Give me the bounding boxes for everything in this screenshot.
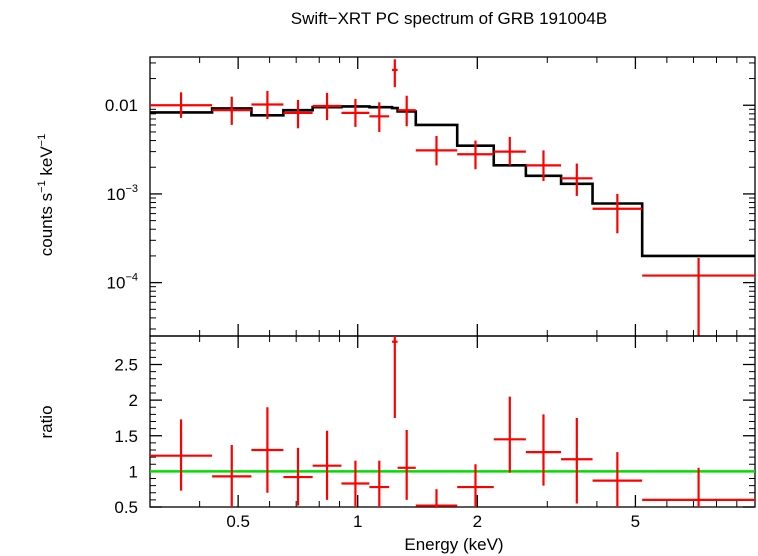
- data-point: [212, 96, 252, 125]
- ratio-point: [397, 430, 416, 500]
- ratio-point: [251, 407, 284, 493]
- data-point: [525, 150, 562, 181]
- ratio-point: [561, 417, 593, 504]
- chart-title: Swift−XRT PC spectrum of GRB 191004B: [291, 9, 607, 28]
- x-tick-label: 2: [473, 512, 482, 531]
- data-point: [341, 98, 370, 127]
- bottom-y-tick-label: 1: [129, 462, 138, 481]
- top-y-tick-label: 10−4: [107, 272, 138, 293]
- ratio-point: [392, 336, 398, 418]
- tick-label-base: 10: [107, 274, 126, 293]
- data-point: [561, 163, 593, 196]
- bottom-y-tick-label: 0.5: [114, 498, 138, 517]
- x-axis-label: Energy (keV): [404, 535, 503, 554]
- ratio-point: [150, 419, 213, 491]
- tick-label-base: 10: [107, 185, 126, 204]
- ratio-point: [493, 396, 526, 473]
- ratio-point: [525, 414, 562, 486]
- ratio-point: [457, 464, 494, 507]
- ratio-point: [369, 460, 390, 507]
- bottom-y-tick-label: 2: [129, 391, 138, 410]
- data-point: [415, 136, 458, 166]
- bottom-y-axis-label: ratio: [37, 405, 56, 438]
- top-plot-frame: [149, 56, 756, 337]
- ratio-panel: 0.5 1 2 5 0.5 1 1.5 2 2.5: [114, 335, 756, 531]
- top-y-tick-label: 0.01: [105, 96, 138, 115]
- data-point: [493, 136, 526, 166]
- data-point: [251, 90, 284, 119]
- tick-label-exponent: −3: [125, 183, 138, 195]
- x-tick-label: 0.5: [226, 512, 250, 531]
- data-point: [592, 193, 643, 234]
- model-step-line: [150, 105, 755, 258]
- ylabel-exp1: −1: [36, 180, 48, 193]
- data-point: [392, 59, 398, 88]
- tick-label-base: 0.01: [105, 96, 138, 115]
- data-point: [312, 92, 342, 121]
- bottom-y-tick-label: 2.5: [114, 356, 138, 375]
- ratio-point: [592, 452, 643, 507]
- ratio-point: [283, 447, 313, 506]
- ylabel-base: counts s: [37, 193, 56, 256]
- ratio-point: [642, 467, 755, 507]
- data-point: [283, 99, 313, 129]
- data-point: [397, 95, 416, 127]
- ylabel-mid: keV: [37, 146, 56, 181]
- ratio-point: [415, 489, 458, 507]
- ylabel-exp2: −1: [36, 134, 48, 147]
- data-point: [457, 140, 494, 170]
- data-point: [642, 257, 755, 336]
- bottom-y-tick-label: 1.5: [114, 427, 138, 446]
- x-tick-label: 5: [631, 512, 640, 531]
- bottom-plot-frame: [149, 335, 756, 508]
- x-tick-label: 1: [353, 512, 362, 531]
- ratio-point: [212, 445, 252, 507]
- top-y-axis-label: counts s−1 keV−1: [36, 134, 56, 256]
- tick-label-exponent: −4: [125, 272, 138, 284]
- data-point: [150, 92, 213, 118]
- ratio-point: [341, 460, 370, 507]
- data-point: [369, 102, 390, 132]
- top-y-tick-label: 10−3: [107, 183, 138, 204]
- ratio-point: [312, 430, 342, 500]
